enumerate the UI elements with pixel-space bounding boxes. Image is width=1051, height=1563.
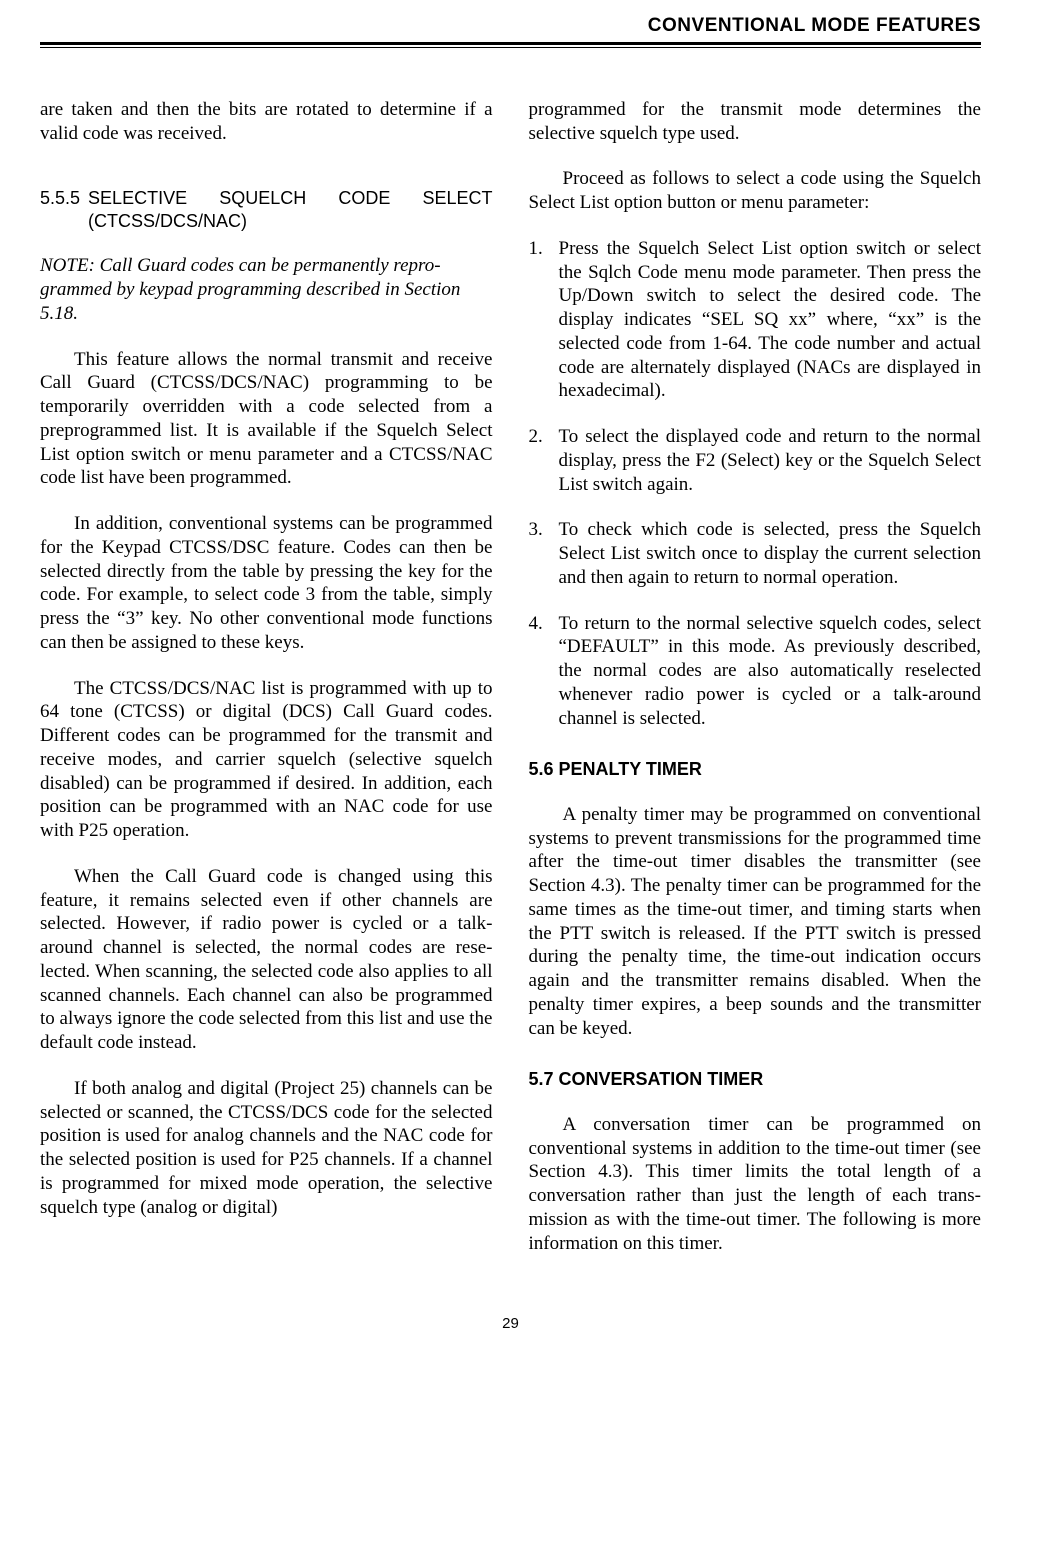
note-paragraph: NOTE: Call Guard codes can be permanentl…	[40, 254, 493, 325]
body-paragraph: This feature allows the normal transmit …	[40, 348, 493, 491]
page-container: CONVENTIONAL MODE FEATURES are taken and…	[0, 0, 1051, 1374]
procedure-step: 2. To select the displayed code and retu…	[529, 425, 982, 496]
section-555-title: SELECTIVE SQUELCH CODE SELECT (CTCSS/DCS…	[88, 187, 492, 232]
body-paragraph: In addition, conventional systems can be…	[40, 512, 493, 655]
body-columns: are taken and then the bits are rotated …	[40, 98, 981, 1256]
header-rule-thin	[40, 47, 981, 48]
section-555-number: 5.5.5	[40, 187, 80, 210]
continued-paragraph: programmed for the transmit mode determi…	[529, 98, 982, 146]
step-number: 4.	[529, 612, 559, 731]
body-paragraph: A penalty timer may be programmed on con…	[529, 803, 982, 1041]
page-number: 29	[40, 1315, 981, 1334]
running-header: CONVENTIONAL MODE FEATURES	[40, 14, 981, 38]
section-56-heading: 5.6 PENALTY TIMER	[529, 758, 982, 781]
step-text: To select the displayed code and return …	[559, 425, 982, 496]
step-number: 2.	[529, 425, 559, 496]
continued-paragraph: are taken and then the bits are rotated …	[40, 98, 493, 146]
body-paragraph: When the Call Guard code is changed usin…	[40, 865, 493, 1055]
body-paragraph: The CTCSS/DCS/NAC list is programmed wit…	[40, 677, 493, 843]
step-number: 1.	[529, 237, 559, 403]
section-57-heading: 5.7 CONVERSATION TIMER	[529, 1068, 982, 1091]
left-column: are taken and then the bits are rotated …	[40, 98, 493, 1256]
procedure-list: 1. Press the Squelch Select List option …	[529, 237, 982, 731]
header-rule-thick	[40, 42, 981, 45]
step-text: To return to the normal selective squelc…	[559, 612, 982, 731]
procedure-step: 3. To check which code is selected, pres…	[529, 518, 982, 589]
procedure-step: 1. Press the Squelch Select List option …	[529, 237, 982, 403]
right-column: programmed for the transmit mode determi…	[529, 98, 982, 1256]
body-paragraph: If both analog and digital (Project 25) …	[40, 1077, 493, 1220]
section-555-heading: 5.5.5 SELECTIVE SQUELCH CODE SELECT (CTC…	[40, 187, 493, 232]
step-number: 3.	[529, 518, 559, 589]
step-text: To check which code is selected, press t…	[559, 518, 982, 589]
step-text: Press the Squelch Select List option swi…	[559, 237, 982, 403]
procedure-step: 4. To return to the normal selective squ…	[529, 612, 982, 731]
body-paragraph: A conversation timer can be programmed o…	[529, 1113, 982, 1256]
intro-paragraph: Proceed as follows to select a code usin…	[529, 167, 982, 215]
